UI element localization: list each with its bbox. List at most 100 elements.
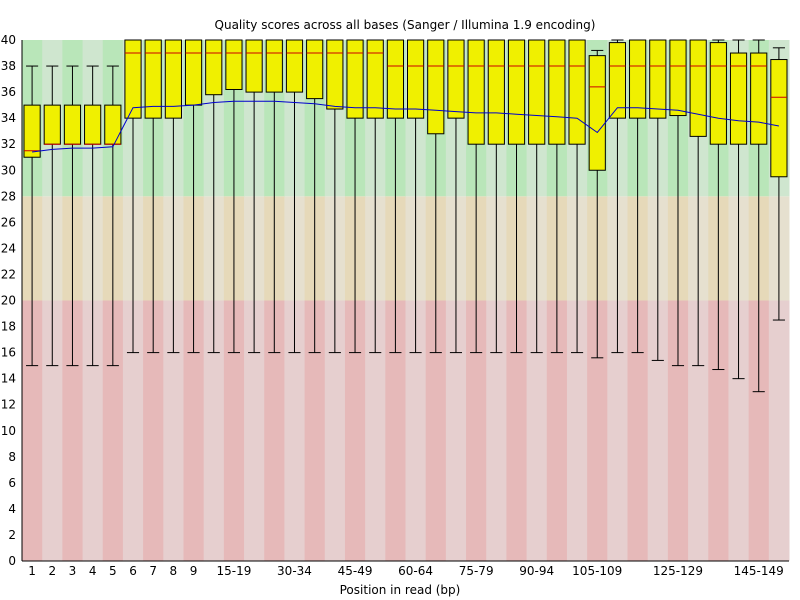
box-23 <box>467 39 485 145</box>
x-tick-label: 145-149 <box>734 564 784 578</box>
y-tick-label: 12 <box>1 398 16 412</box>
zone-0-column-32 <box>647 300 669 561</box>
box-14 <box>285 39 304 93</box>
box-11 <box>225 39 243 90</box>
x-axis: 1 2 3 4 5 6 7 8 9 15-19 30-34 45-49 60-64 75-79 90-94 1… <box>22 560 789 578</box>
x-tick-label: 9 <box>190 564 198 578</box>
box-2 <box>43 104 61 145</box>
x-tick-label: 60-64 <box>398 564 433 578</box>
x-tick-label: 90-94 <box>519 564 554 578</box>
y-tick-label: 4 <box>8 502 16 516</box>
zone-0-column-12 <box>244 300 265 561</box>
y-tick-label: 22 <box>1 267 16 281</box>
box-13 <box>265 39 283 93</box>
y-tick-label: 38 <box>1 59 16 73</box>
box-27 <box>548 39 566 145</box>
box-29 <box>588 55 606 171</box>
y-tick-label: 30 <box>1 163 16 177</box>
x-tick-label: 105-109 <box>572 564 622 578</box>
zone-0-column-15 <box>304 300 326 561</box>
box-26 <box>528 39 546 145</box>
chart-title: Quality scores across all bases (Sanger … <box>215 18 596 32</box>
zone-0-column-16 <box>324 300 346 561</box>
y-tick-label: 14 <box>1 372 16 386</box>
box-18 <box>366 39 384 119</box>
zone-0-column-7 <box>143 300 164 561</box>
zone-0-column-13 <box>264 300 285 561</box>
zone-0-column-24 <box>486 300 507 561</box>
zone-0-column-18 <box>365 300 386 561</box>
box-20 <box>407 39 425 119</box>
box-38 <box>770 59 788 178</box>
x-tick-label: 3 <box>69 564 77 578</box>
y-tick-label: 2 <box>8 528 16 542</box>
x-axis-label: Position in read (bp) <box>340 583 461 597</box>
zone-0-column-27 <box>546 300 568 561</box>
box-10 <box>205 39 223 96</box>
box-25 <box>507 39 526 145</box>
zone-0-column-37 <box>748 300 770 561</box>
box-9 <box>184 39 203 106</box>
zone-0-column-26 <box>526 300 548 561</box>
zone-0-column-31 <box>627 300 649 561</box>
box-33 <box>669 39 687 117</box>
x-tick-label: 6 <box>129 564 137 578</box>
zone-0-column-35 <box>708 300 729 561</box>
zone-0-column-25 <box>506 300 528 561</box>
y-tick-label: 20 <box>1 294 16 308</box>
box-3 <box>63 104 82 145</box>
zone-0-column-8 <box>163 300 184 561</box>
box-19 <box>386 39 405 119</box>
box-32 <box>649 39 667 119</box>
zone-0-column-30 <box>607 300 629 561</box>
box-22 <box>447 39 465 119</box>
x-tick-label: 75-79 <box>459 564 494 578</box>
box-plots <box>23 39 788 393</box>
box-15 <box>306 39 324 100</box>
x-tick-label: 125-129 <box>653 564 703 578</box>
box-5 <box>104 104 122 145</box>
y-tick-label: 18 <box>1 320 16 334</box>
box-35 <box>709 42 727 145</box>
box-36 <box>729 52 748 145</box>
x-tick-label: 8 <box>170 564 178 578</box>
box-24 <box>487 39 505 145</box>
zone-0-column-14 <box>284 300 306 561</box>
x-tick-label: 45-49 <box>338 564 373 578</box>
x-tick-label: 7 <box>149 564 157 578</box>
zone-0-column-29 <box>587 300 608 561</box>
y-tick-label: 32 <box>1 137 16 151</box>
zone-0-column-28 <box>566 300 588 561</box>
box-6 <box>124 39 142 119</box>
y-tick-label: 6 <box>8 476 16 490</box>
zone-0-column-22 <box>445 300 467 561</box>
mean-line <box>32 100 779 153</box>
zone-0-column-21 <box>425 300 447 561</box>
box-8 <box>164 39 182 119</box>
box-28 <box>568 39 586 145</box>
y-tick-label: 36 <box>1 85 16 99</box>
y-tick-label: 34 <box>1 111 16 125</box>
x-tick-label: 5 <box>109 564 117 578</box>
x-tick-label: 1 <box>28 564 36 578</box>
zone-0-column-9 <box>183 300 205 561</box>
y-tick-label: 10 <box>1 424 16 438</box>
zone-0-column-19 <box>385 300 406 561</box>
box-7 <box>144 39 162 119</box>
y-tick-label: 16 <box>1 346 16 360</box>
box-21 <box>427 39 445 135</box>
zone-0-column-23 <box>466 300 487 561</box>
box-37 <box>750 52 768 145</box>
box-12 <box>245 39 263 93</box>
box-31 <box>629 39 647 119</box>
box-4 <box>84 104 102 145</box>
x-tick-label: 4 <box>89 564 97 578</box>
zone-0-column-6 <box>122 300 144 561</box>
y-tick-label: 8 <box>8 450 16 464</box>
zone-0-column-36 <box>728 300 750 561</box>
box-34 <box>689 39 707 137</box>
zone-0-column-38 <box>768 300 790 561</box>
y-tick-label: 40 <box>1 33 16 47</box>
